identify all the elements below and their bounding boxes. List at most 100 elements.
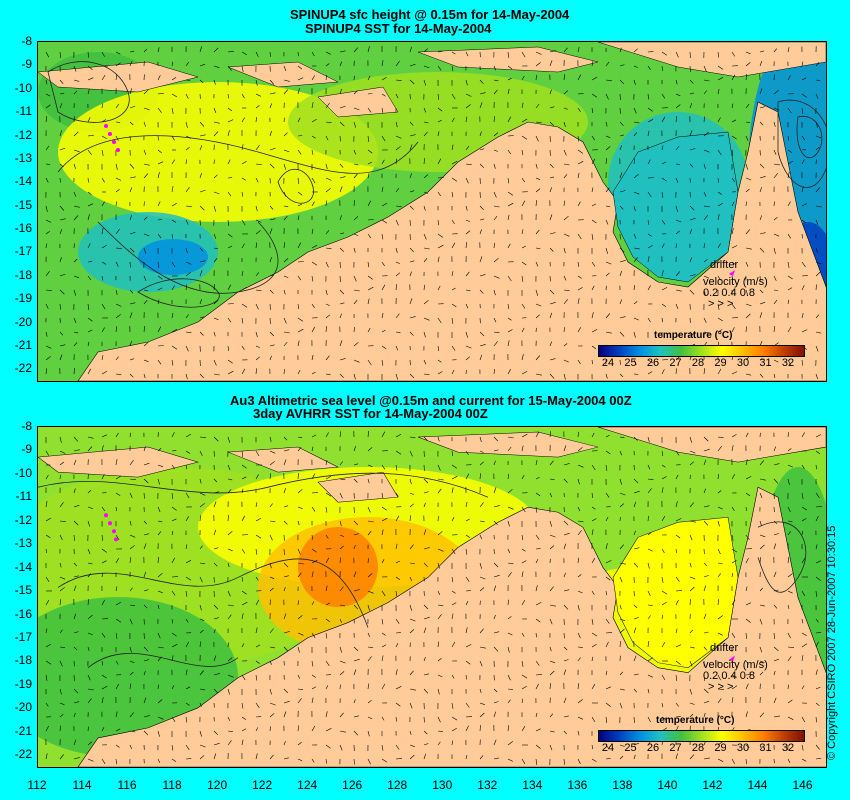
current-vector: [73, 504, 80, 508]
current-vector: [339, 461, 343, 466]
current-vector: [367, 107, 372, 113]
current-vector: [73, 65, 77, 72]
current-vector: [675, 674, 678, 681]
current-vector: [255, 79, 258, 86]
current-vector: [703, 585, 707, 592]
current-vector: [59, 725, 61, 732]
current-vector: [773, 697, 777, 704]
current-vector: [493, 614, 496, 620]
current-vector: [325, 632, 328, 639]
current-vector: [759, 176, 766, 179]
current-vector: [213, 478, 218, 483]
sst-patch: [138, 239, 208, 275]
current-vector: [591, 716, 596, 723]
current-vector: [507, 674, 511, 681]
current-vector: [381, 77, 387, 81]
current-vector: [423, 48, 428, 53]
current-vector: [101, 573, 104, 578]
current-vector: [213, 673, 220, 676]
current-vector: [745, 201, 747, 207]
current-vector: [689, 562, 692, 568]
current-vector: [143, 715, 150, 718]
current-vector: [759, 646, 763, 653]
current-vector: [255, 474, 259, 480]
current-vector: [619, 316, 626, 319]
current-vector: [535, 674, 543, 676]
lon-tick-label: 146: [792, 778, 813, 792]
current-vector: [339, 358, 346, 361]
current-vector: [143, 670, 146, 676]
current-vector: [745, 548, 752, 550]
current-vector: [199, 641, 201, 648]
current-vector: [423, 107, 427, 113]
current-vector: [549, 358, 556, 361]
current-vector: [759, 604, 765, 607]
current-vector: [731, 548, 738, 553]
current-vector: [451, 613, 454, 620]
current-vector: [143, 520, 148, 525]
current-vector: [311, 275, 314, 282]
current-vector: [521, 245, 526, 249]
current-vector: [633, 173, 639, 179]
current-vector: [353, 90, 358, 95]
current-vector: [717, 573, 721, 578]
sea-level-contour: [57, 558, 369, 628]
current-vector: [549, 176, 555, 179]
current-vector: [59, 474, 61, 480]
current-vector: [185, 121, 188, 128]
current-vector: [507, 340, 510, 347]
current-vector: [437, 730, 444, 732]
current-vector: [381, 93, 386, 97]
current-vector: [185, 135, 192, 139]
current-vector: [143, 107, 150, 111]
current-vector: [703, 259, 708, 263]
current-vector: [619, 503, 625, 508]
current-vector: [563, 107, 568, 110]
current-vector: [339, 671, 345, 676]
current-vector: [563, 758, 565, 765]
current-vector: [325, 289, 328, 295]
lon-tick-label: 118: [162, 778, 182, 792]
current-vector: [731, 534, 734, 541]
current-vector: [549, 604, 556, 607]
current-vector: [619, 373, 624, 378]
current-vector: [619, 478, 622, 485]
current-vector: [115, 201, 117, 207]
current-vector: [647, 657, 653, 662]
current-vector: [269, 103, 273, 109]
current-vector: [577, 646, 583, 648]
current-vector: [171, 618, 173, 624]
current-vector: [269, 163, 275, 169]
current-vector: [73, 436, 79, 442]
current-vector: [647, 191, 652, 198]
current-vector: [297, 215, 300, 221]
current-vector: [157, 233, 162, 239]
current-vector: [759, 312, 763, 319]
current-vector: [451, 287, 456, 291]
current-vector: [451, 160, 458, 165]
current-vector: [59, 147, 66, 151]
current-vector: [255, 599, 260, 606]
current-vector: [801, 233, 803, 239]
current-vector: [143, 289, 149, 292]
current-vector: [381, 618, 384, 625]
current-vector: [227, 219, 230, 226]
current-vector: [759, 60, 763, 67]
current-vector: [325, 177, 332, 181]
current-vector: [423, 743, 429, 746]
current-vector: [227, 562, 230, 568]
island-landmass: [317, 86, 399, 118]
current-vector: [549, 89, 552, 95]
current-vector: [437, 674, 443, 678]
panel1-legend-title: temperature (°C): [654, 330, 733, 341]
current-vector: [241, 93, 245, 99]
current-vector: [535, 74, 537, 81]
current-vector: [633, 754, 636, 760]
current-vector: [157, 520, 163, 523]
current-vector: [59, 576, 66, 580]
current-vector: [619, 744, 625, 747]
current-vector: [549, 60, 553, 67]
panel1-lat-tick-label: -10: [14, 80, 32, 95]
current-vector: [409, 63, 416, 67]
current-vector: [353, 758, 355, 765]
